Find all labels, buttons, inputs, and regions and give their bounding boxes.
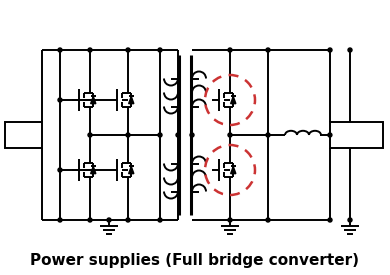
Circle shape xyxy=(58,168,62,172)
Circle shape xyxy=(88,133,92,137)
Circle shape xyxy=(228,218,232,222)
Text: Power supplies (Full bridge converter): Power supplies (Full bridge converter) xyxy=(30,254,360,268)
Circle shape xyxy=(126,133,130,137)
Circle shape xyxy=(328,133,332,137)
Polygon shape xyxy=(230,96,236,104)
Text: $+V_{IN}$: $+V_{IN}$ xyxy=(9,127,37,142)
Polygon shape xyxy=(129,166,134,174)
FancyBboxPatch shape xyxy=(5,122,42,148)
Circle shape xyxy=(266,218,270,222)
Circle shape xyxy=(88,48,92,52)
Circle shape xyxy=(228,133,232,137)
Circle shape xyxy=(190,133,194,137)
Circle shape xyxy=(348,48,352,52)
Circle shape xyxy=(126,218,130,222)
Circle shape xyxy=(58,98,62,102)
Circle shape xyxy=(176,133,180,137)
Text: $+V_{OUT}$: $+V_{OUT}$ xyxy=(339,128,374,142)
Polygon shape xyxy=(129,96,134,104)
Circle shape xyxy=(158,218,162,222)
Circle shape xyxy=(126,48,130,52)
FancyBboxPatch shape xyxy=(330,122,383,148)
Circle shape xyxy=(328,48,332,52)
Circle shape xyxy=(58,48,62,52)
Circle shape xyxy=(266,48,270,52)
Circle shape xyxy=(158,133,162,137)
Circle shape xyxy=(58,218,62,222)
Circle shape xyxy=(266,133,270,137)
Circle shape xyxy=(328,218,332,222)
Circle shape xyxy=(158,48,162,52)
Polygon shape xyxy=(230,166,236,174)
Polygon shape xyxy=(90,166,96,174)
Circle shape xyxy=(348,218,352,222)
Circle shape xyxy=(88,218,92,222)
Circle shape xyxy=(228,48,232,52)
Circle shape xyxy=(107,218,111,222)
Polygon shape xyxy=(90,96,96,104)
